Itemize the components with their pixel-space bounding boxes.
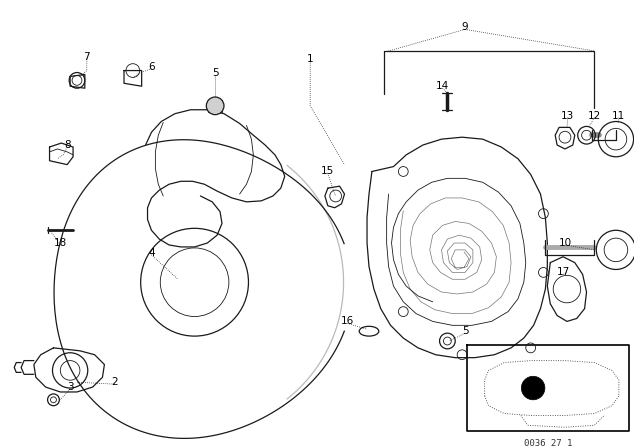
Text: 14: 14 bbox=[436, 81, 449, 91]
Text: 12: 12 bbox=[588, 111, 601, 121]
Text: 2: 2 bbox=[111, 377, 118, 387]
Text: 11: 11 bbox=[612, 111, 625, 121]
Text: 0036 27 1: 0036 27 1 bbox=[524, 439, 572, 448]
Text: 6: 6 bbox=[148, 62, 155, 72]
Text: 16: 16 bbox=[341, 316, 354, 327]
Text: 7: 7 bbox=[83, 52, 90, 62]
Text: 17: 17 bbox=[556, 267, 570, 277]
Text: 13: 13 bbox=[561, 111, 575, 121]
Text: 5: 5 bbox=[212, 69, 218, 78]
Text: 8: 8 bbox=[64, 140, 70, 150]
Circle shape bbox=[206, 97, 224, 115]
Text: 15: 15 bbox=[321, 167, 335, 177]
Text: 10: 10 bbox=[559, 238, 572, 248]
Text: 1: 1 bbox=[307, 54, 314, 64]
Text: 4: 4 bbox=[148, 248, 155, 258]
Text: 3: 3 bbox=[67, 382, 74, 392]
Circle shape bbox=[522, 376, 545, 400]
Text: 9: 9 bbox=[461, 22, 468, 32]
Text: 18: 18 bbox=[54, 238, 67, 248]
Text: 5: 5 bbox=[461, 326, 468, 336]
